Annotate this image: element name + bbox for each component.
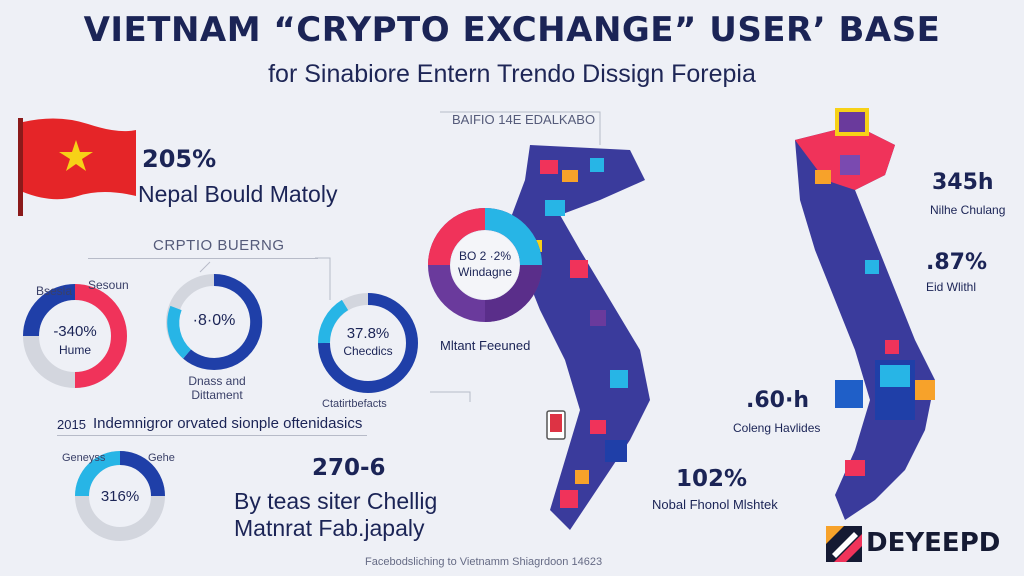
donut1-value: -340%: [53, 323, 97, 340]
logo-text: DEYEEPD: [866, 528, 1001, 558]
logo-icon: [826, 526, 862, 562]
center-donut-text-2: Windagne: [457, 265, 513, 279]
page-subtitle: for Sinabiore Entern Trendo Dissign Fore…: [268, 60, 756, 88]
right-stat-1: 345h: [932, 170, 994, 195]
right-stat-3-caption: Coleng Havlides: [733, 421, 821, 435]
note-text: Indemnigror orvated sionple oftenidasics: [93, 415, 363, 432]
note-year: 2015: [57, 417, 86, 432]
bottom-caption-1: By teas siter Chellig: [234, 488, 438, 514]
center-stat-caption: Nobal Fhonol Mlshtek: [652, 497, 778, 512]
source-note: Facebodsliching to Vietnamm Shiagrdoon 1…: [365, 556, 603, 568]
flag-stat: 205%: [142, 145, 217, 173]
donut2-value: ·8·0%: [192, 312, 236, 329]
donut-chart-center: [428, 208, 542, 322]
note-divider: [57, 435, 367, 436]
page-title: VIETNAM “CRYPTO EXCHANGE” USER’ BASE: [83, 10, 941, 50]
right-stat-3: .60·h: [746, 388, 809, 413]
donut-chart-2: [166, 273, 263, 370]
donut2-caption: Dnass and Dittament: [188, 374, 246, 402]
donut4-value: 316%: [100, 488, 140, 505]
center-donut-caption: Mltant Feeuned: [440, 338, 531, 353]
donut3-caption: Ctatirtbefacts: [322, 398, 387, 410]
center-stat: 102%: [676, 466, 748, 492]
vietnam-map-right: [795, 108, 935, 520]
donut-chart-1: [23, 284, 127, 388]
donut-chart-4: [75, 451, 165, 541]
donut1-tag-right: Sesoun: [88, 278, 129, 292]
right-stat-2-caption: Eid Wlithl: [926, 280, 977, 294]
donut3-label: Checdics: [343, 344, 393, 358]
donut3-value: 37.8%: [346, 325, 390, 342]
bottom-stat: 270-6: [312, 455, 386, 481]
donut1-tag-left: Bsesla: [36, 284, 73, 298]
donut1-label: Hume: [58, 343, 91, 357]
flag-caption: Nepal Bould Matoly: [138, 181, 338, 207]
phone-icon: [546, 410, 566, 440]
map-label: BAIFIO 14E EDALKABO: [452, 112, 596, 127]
center-donut-text-1: BO 2 ·2%: [458, 249, 512, 263]
donut4-tag-left: Geneyss: [62, 452, 106, 464]
donut4-tag-right: Gehe: [148, 452, 175, 464]
right-stat-2: .87%: [926, 250, 988, 275]
donut-chart-3: [317, 293, 418, 393]
section-divider: [88, 258, 318, 259]
right-stat-1-caption: Nilhe Chulang: [930, 203, 1006, 217]
bottom-caption-2: Matnrat Fab.japaly: [234, 515, 425, 541]
section-label: CRPTIO BUERNG: [153, 237, 285, 254]
vietnam-flag-icon: [18, 118, 136, 216]
